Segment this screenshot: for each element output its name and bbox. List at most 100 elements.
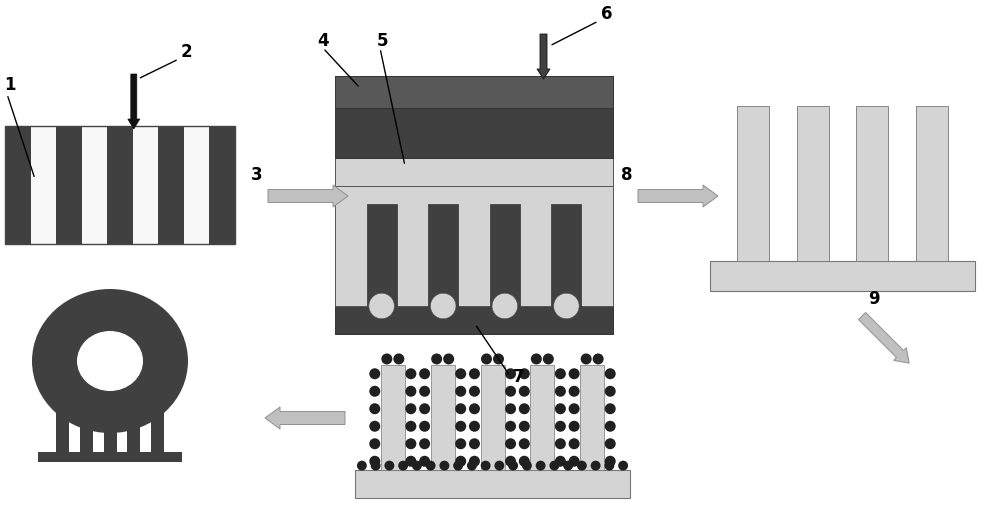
Circle shape bbox=[469, 438, 480, 449]
Circle shape bbox=[569, 456, 580, 467]
Circle shape bbox=[549, 461, 559, 471]
Bar bbox=[82, 126, 107, 244]
Bar bbox=[5, 126, 235, 244]
Circle shape bbox=[505, 456, 516, 467]
Circle shape bbox=[405, 386, 416, 397]
Circle shape bbox=[555, 368, 566, 379]
Circle shape bbox=[563, 461, 573, 471]
Circle shape bbox=[555, 386, 566, 397]
Circle shape bbox=[369, 456, 380, 467]
Bar bbox=[355, 470, 630, 498]
Circle shape bbox=[531, 353, 542, 364]
Circle shape bbox=[519, 438, 530, 449]
Circle shape bbox=[569, 403, 580, 414]
Circle shape bbox=[455, 368, 466, 379]
Bar bbox=[580, 365, 604, 470]
FancyArrow shape bbox=[858, 313, 909, 363]
Bar bbox=[127, 398, 140, 456]
Ellipse shape bbox=[77, 331, 143, 391]
Circle shape bbox=[605, 403, 616, 414]
Circle shape bbox=[505, 438, 516, 449]
Circle shape bbox=[419, 403, 430, 414]
Circle shape bbox=[492, 293, 518, 319]
Circle shape bbox=[455, 386, 466, 397]
Circle shape bbox=[443, 353, 454, 364]
Bar bbox=[151, 398, 164, 456]
Circle shape bbox=[618, 461, 628, 471]
Circle shape bbox=[384, 461, 394, 471]
Bar bbox=[133, 126, 158, 244]
Circle shape bbox=[369, 403, 380, 414]
Bar bbox=[38, 452, 182, 462]
Circle shape bbox=[152, 393, 163, 404]
Circle shape bbox=[555, 421, 566, 432]
Circle shape bbox=[381, 353, 392, 364]
Circle shape bbox=[430, 293, 456, 319]
Circle shape bbox=[522, 461, 532, 471]
Circle shape bbox=[581, 353, 592, 364]
Text: 7: 7 bbox=[513, 368, 525, 386]
Circle shape bbox=[431, 353, 442, 364]
Circle shape bbox=[569, 386, 580, 397]
Circle shape bbox=[128, 393, 139, 404]
Bar bbox=[107, 126, 133, 244]
Circle shape bbox=[569, 368, 580, 379]
Bar bbox=[710, 261, 975, 291]
Bar bbox=[80, 398, 93, 456]
Circle shape bbox=[419, 438, 430, 449]
Text: 8: 8 bbox=[621, 166, 633, 184]
FancyArrow shape bbox=[638, 185, 718, 207]
Circle shape bbox=[505, 368, 516, 379]
Ellipse shape bbox=[32, 289, 188, 433]
Circle shape bbox=[357, 461, 367, 471]
Circle shape bbox=[369, 293, 394, 319]
Circle shape bbox=[469, 456, 480, 467]
Circle shape bbox=[455, 456, 466, 467]
Circle shape bbox=[569, 438, 580, 449]
Bar bbox=[56, 126, 82, 244]
Circle shape bbox=[419, 456, 430, 467]
Bar bbox=[5, 126, 31, 244]
Circle shape bbox=[405, 421, 416, 432]
Bar bbox=[367, 204, 397, 306]
Circle shape bbox=[369, 368, 380, 379]
Bar bbox=[209, 126, 235, 244]
Circle shape bbox=[508, 461, 518, 471]
Circle shape bbox=[605, 421, 616, 432]
Circle shape bbox=[469, 403, 480, 414]
Circle shape bbox=[405, 403, 416, 414]
Circle shape bbox=[426, 461, 436, 471]
Circle shape bbox=[481, 353, 492, 364]
Circle shape bbox=[469, 368, 480, 379]
Text: 1: 1 bbox=[4, 76, 16, 94]
Circle shape bbox=[519, 456, 530, 467]
Text: 4: 4 bbox=[317, 32, 329, 50]
Circle shape bbox=[481, 461, 491, 471]
Circle shape bbox=[493, 353, 504, 364]
Circle shape bbox=[605, 456, 616, 467]
Circle shape bbox=[593, 353, 604, 364]
Circle shape bbox=[554, 293, 579, 319]
Bar bbox=[335, 158, 613, 186]
Bar bbox=[797, 106, 829, 261]
FancyArrow shape bbox=[265, 407, 345, 429]
Bar bbox=[184, 126, 209, 244]
Circle shape bbox=[405, 438, 416, 449]
Circle shape bbox=[369, 386, 380, 397]
Circle shape bbox=[505, 386, 516, 397]
Text: 9: 9 bbox=[868, 290, 880, 308]
Circle shape bbox=[604, 461, 614, 471]
Bar bbox=[856, 106, 888, 261]
Circle shape bbox=[467, 461, 477, 471]
Circle shape bbox=[519, 386, 530, 397]
Circle shape bbox=[605, 368, 616, 379]
Circle shape bbox=[57, 393, 68, 404]
Text: 5: 5 bbox=[377, 32, 388, 50]
Bar bbox=[480, 365, 505, 470]
Text: 2: 2 bbox=[181, 43, 192, 61]
Bar bbox=[104, 398, 116, 456]
Circle shape bbox=[419, 386, 430, 397]
Bar bbox=[428, 204, 458, 306]
Circle shape bbox=[455, 403, 466, 414]
Circle shape bbox=[519, 368, 530, 379]
